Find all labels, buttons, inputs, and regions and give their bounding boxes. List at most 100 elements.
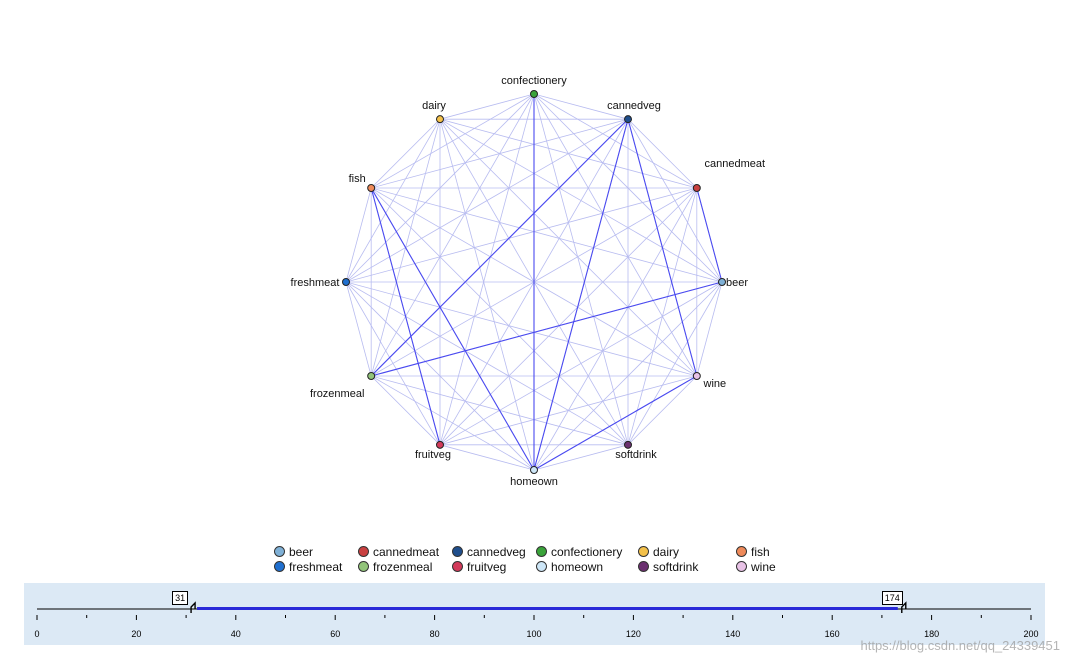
node-cannedveg[interactable] [624, 115, 632, 124]
node-fruitveg[interactable] [436, 440, 444, 449]
weak-link [370, 187, 629, 446]
node-label-softdrink: softdrink [615, 449, 657, 461]
legend-item-wine: wine [736, 559, 776, 574]
legend-label-cannedmeat: cannedmeat [373, 544, 440, 559]
slider-tick-label: 160 [825, 629, 840, 639]
node-freshmeat[interactable] [342, 278, 350, 286]
weak-link [370, 118, 441, 189]
legend-item-fish: fish [736, 544, 770, 559]
legend-label-wine: wine [751, 559, 776, 574]
legend-swatch-fruitveg [452, 561, 463, 572]
weak-link [627, 375, 698, 446]
strong-link-fish-homeown [370, 187, 535, 471]
link-strength-slider[interactable]: 0 20 40 60 80 100 120 140 160 180 200 31 174 [24, 583, 1045, 645]
legend-swatch-homeown [536, 561, 547, 572]
slider-range[interactable] [197, 607, 898, 610]
strong-link-wine-homeown [533, 375, 698, 471]
slider-high-thumb[interactable] [901, 601, 907, 613]
weak-link [533, 444, 629, 471]
node-confectionery[interactable] [530, 90, 538, 98]
legend-swatch-dairy [638, 546, 649, 557]
legend-label-softdrink: softdrink [653, 559, 699, 574]
strong-link-cannedmeat-beer [696, 187, 723, 283]
slider-tick-label: 20 [131, 629, 141, 639]
slider-tick-label: 180 [924, 629, 939, 639]
node-label-cannedveg: cannedveg [607, 100, 661, 112]
weak-link [439, 118, 698, 377]
legend-swatch-fish [736, 546, 747, 557]
node-label-dairy: dairy [422, 100, 446, 112]
legend-item-freshmeat: freshmeat [274, 559, 342, 574]
legend-item-cannedveg: cannedveg [452, 544, 526, 559]
node-fish[interactable] [367, 184, 376, 192]
slider-tick-label: 100 [526, 629, 541, 639]
weak-link [439, 444, 535, 471]
node-dairy[interactable] [436, 115, 444, 124]
node-label-cannedmeat: cannedmeat [705, 158, 766, 170]
legend-item-cannedmeat: cannedmeat [358, 544, 439, 559]
weak-link [439, 187, 698, 446]
legend-item-dairy: dairy [638, 544, 679, 559]
weak-link [370, 375, 535, 471]
legend-label-freshmeat: freshmeat [289, 559, 343, 574]
legend-swatch-cannedmeat [358, 546, 369, 557]
legend-label-confectionery: confectionery [551, 544, 623, 559]
weak-link [439, 118, 723, 283]
legend-item-softdrink: softdrink [638, 559, 698, 574]
weak-link [439, 118, 697, 189]
node-frozenmeal[interactable] [367, 372, 376, 380]
strong-link-fish-fruitveg [370, 187, 441, 445]
legend-item-homeown: homeown [536, 559, 603, 574]
weak-link [533, 93, 629, 120]
node-label-wine: wine [703, 378, 727, 390]
slider-tick-label: 200 [1023, 629, 1038, 639]
legend-label-beer: beer [289, 544, 314, 559]
weak-link [439, 119, 535, 471]
weak-link [345, 118, 441, 283]
node-softdrink[interactable] [624, 440, 632, 449]
legend-swatch-frozenmeal [358, 561, 369, 572]
node-label-homeown: homeown [510, 476, 558, 488]
weak-link [533, 93, 629, 445]
watermark: https://blog.csdn.net/qq_24339451 [860, 638, 1061, 653]
node-label-fish: fish [349, 173, 366, 185]
weak-link [371, 187, 723, 283]
node-beer[interactable] [718, 278, 726, 286]
strong-links [370, 94, 723, 471]
node-label-fruitveg: fruitveg [415, 449, 451, 461]
weak-link [627, 118, 698, 189]
legend-swatch-cannedveg [452, 546, 463, 557]
node-homeown[interactable] [530, 466, 538, 474]
weak-link [696, 281, 723, 377]
legend-label-cannedveg: cannedveg [467, 544, 526, 559]
legend-label-fruitveg: fruitveg [467, 559, 507, 574]
weak-link [439, 93, 535, 445]
legend-swatch-wine [736, 561, 747, 572]
legend: beer cannedmeat cannedveg confectionery dair… [274, 544, 814, 578]
slider-tick-label: 80 [430, 629, 440, 639]
slider-tick-label: 140 [725, 629, 740, 639]
strong-link-cannedveg-frozenmeal [370, 118, 629, 377]
legend-swatch-beer [274, 546, 285, 557]
legend-item-beer: beer [274, 544, 313, 559]
strong-link-cannedveg-homeown [533, 119, 629, 471]
node-label-frozenmeal: frozenmeal [310, 388, 364, 400]
node-wine[interactable] [692, 372, 701, 380]
node-cannedmeat[interactable] [692, 184, 701, 192]
strong-link-beer-frozenmeal [371, 281, 723, 377]
slider-low-thumb[interactable] [190, 601, 196, 613]
slider-tick-label: 120 [626, 629, 641, 639]
legend-item-frozenmeal: frozenmeal [358, 559, 432, 574]
slider-tick-label: 0 [34, 629, 39, 639]
weak-link [370, 375, 441, 446]
slider-tick-label: 60 [330, 629, 340, 639]
graph-nodes: confectionery cannedveg cannedmeat beer wine… [291, 75, 766, 488]
node-label-beer: beer [726, 277, 748, 289]
legend-label-frozenmeal: frozenmeal [373, 559, 433, 574]
weak-link [345, 281, 441, 446]
slider-high-value: 174 [881, 591, 903, 605]
slider-tick-label: 40 [231, 629, 241, 639]
legend-item-fruitveg: fruitveg [452, 559, 506, 574]
legend-label-dairy: dairy [653, 544, 680, 559]
weak-link [439, 93, 535, 120]
